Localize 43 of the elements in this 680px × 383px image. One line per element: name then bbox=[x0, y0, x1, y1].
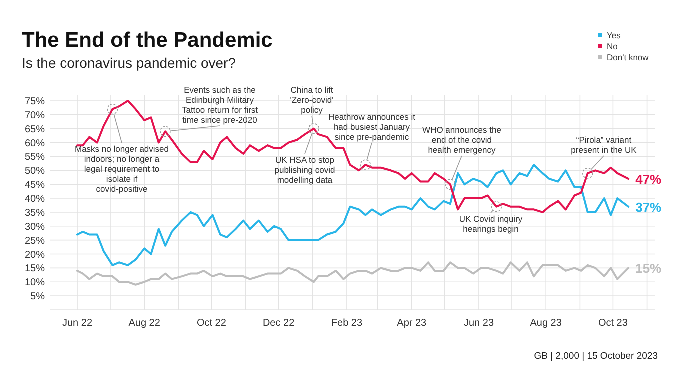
x-tick-label: Oct 23 bbox=[598, 318, 628, 329]
x-tick-label: Aug 23 bbox=[530, 318, 562, 329]
y-tick-label: 70% bbox=[24, 110, 46, 122]
y-tick-label: 15% bbox=[24, 264, 46, 275]
x-tick-label: Feb 23 bbox=[331, 318, 363, 329]
annotation: WHO announces the end of the covid health emergency bbox=[422, 125, 502, 155]
x-tick-label: Jun 23 bbox=[464, 318, 494, 329]
y-tick-label: 10% bbox=[24, 278, 46, 289]
line-series bbox=[76, 164, 630, 266]
y-tick-label: 45% bbox=[24, 180, 46, 192]
annotation: Masks no longer advised indoors; no longer a legal requirement to isolate if covid-positive bbox=[74, 144, 170, 194]
annotation: Heathrow announces it had busiest January since pre-pandemic bbox=[328, 112, 416, 142]
y-tick-label: 50% bbox=[24, 166, 46, 178]
x-tick-label: Jun 22 bbox=[62, 318, 93, 329]
line-series bbox=[76, 262, 630, 286]
annotation: “Pirola” variant present in the UK bbox=[571, 135, 638, 155]
annotation: Events such as the Edinburgh Military Tattoo return for first time since pre-2020 bbox=[182, 85, 259, 125]
y-tick-label: 55% bbox=[24, 152, 46, 164]
y-tick-label: 40% bbox=[24, 194, 46, 206]
y-tick-label: 5% bbox=[30, 292, 46, 303]
annotation: UK HSA to stop publishing covid modelling data bbox=[274, 155, 336, 185]
y-tick-label: 60% bbox=[24, 138, 46, 150]
text: GB | 2,000 | 15 October 2023 bbox=[534, 351, 658, 362]
chart-subtitle: Is the coronavirus pandemic over? bbox=[22, 55, 236, 71]
y-tick-label: 35% bbox=[24, 208, 46, 219]
data-label: 47% bbox=[636, 172, 662, 188]
annotation: China to lift 'Zero-covid' policy bbox=[290, 85, 334, 115]
legend-label: No bbox=[607, 42, 618, 52]
legend-label: Don't know bbox=[607, 52, 650, 62]
legend-label: Yes bbox=[607, 30, 621, 40]
annotation: UK Covid inquiry hearings begin bbox=[459, 214, 524, 234]
y-tick-label: 65% bbox=[24, 124, 46, 136]
y-tick-label: 25% bbox=[24, 236, 46, 247]
y-tick-label: 30% bbox=[24, 222, 46, 233]
chart-title: The End of the Pandemic bbox=[22, 29, 274, 52]
x-tick-label: Aug 22 bbox=[128, 318, 161, 329]
data-label: 37% bbox=[636, 200, 662, 215]
x-tick-label: Dec 22 bbox=[262, 318, 296, 329]
y-tick-label: 20% bbox=[24, 250, 46, 261]
y-tick-label: 75% bbox=[24, 96, 46, 108]
x-tick-label: Apr 23 bbox=[397, 318, 428, 329]
data-label: 15% bbox=[636, 261, 662, 276]
x-tick-label: Oct 22 bbox=[196, 318, 227, 329]
